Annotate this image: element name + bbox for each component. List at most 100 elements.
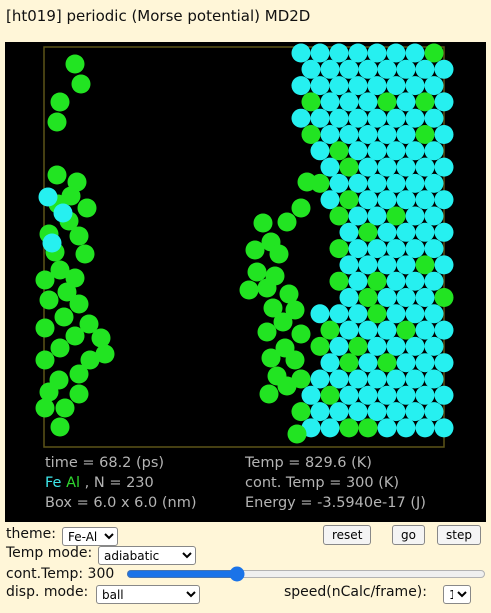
theme-select[interactable]: Fe-Al bbox=[62, 527, 118, 546]
fe-atom bbox=[301, 385, 321, 405]
fe-atom bbox=[434, 125, 454, 144]
al-atom bbox=[79, 314, 99, 334]
fe-atom bbox=[377, 385, 397, 405]
al-atom bbox=[247, 262, 267, 282]
fe-atom bbox=[424, 402, 444, 422]
fe-atom bbox=[348, 173, 368, 193]
al-atom bbox=[273, 312, 293, 332]
legend-fe: Fe bbox=[45, 475, 62, 491]
al-atom bbox=[259, 384, 279, 404]
fe-atom bbox=[434, 320, 454, 340]
fe-atom bbox=[291, 108, 311, 128]
fe-atom bbox=[348, 402, 368, 422]
al-atom bbox=[50, 92, 70, 112]
al-atom bbox=[291, 198, 311, 218]
fe-atom bbox=[329, 402, 349, 422]
speed-select[interactable]: 1 bbox=[443, 585, 471, 604]
legend-separator: , bbox=[84, 475, 90, 491]
fe-atom bbox=[405, 336, 425, 356]
al-atom bbox=[239, 280, 259, 300]
fe-atom bbox=[386, 336, 406, 356]
al-atom bbox=[47, 112, 67, 132]
al-atom bbox=[287, 424, 307, 444]
fe-atom bbox=[415, 59, 435, 79]
al-atom bbox=[69, 294, 89, 314]
fe-atom bbox=[377, 255, 397, 275]
particle-field bbox=[35, 43, 454, 448]
fe-atom bbox=[310, 369, 330, 389]
fe-atom bbox=[424, 206, 444, 226]
fe-atom bbox=[396, 59, 416, 79]
fe-atom bbox=[405, 402, 425, 422]
fe-atom bbox=[424, 173, 444, 193]
step-button[interactable]: step bbox=[437, 525, 481, 545]
fe-atom bbox=[367, 336, 387, 356]
fe-atom bbox=[386, 141, 406, 161]
cont-temp-slider[interactable] bbox=[126, 566, 486, 582]
fe-atom bbox=[339, 125, 359, 144]
fe-atom bbox=[396, 157, 416, 177]
fe-atom bbox=[415, 157, 435, 177]
fe-atom bbox=[348, 206, 368, 226]
al-atom bbox=[77, 198, 97, 218]
fe-atom bbox=[339, 320, 359, 340]
fe-atom bbox=[415, 222, 435, 242]
fe-atom bbox=[329, 336, 349, 356]
fe-atom bbox=[434, 190, 454, 210]
fe-atom bbox=[386, 369, 406, 389]
fe-atom bbox=[405, 304, 425, 324]
al-atom bbox=[285, 350, 305, 370]
fe-atom bbox=[348, 141, 368, 161]
control-temp-readout: cont. Temp = 300 (K) bbox=[245, 475, 400, 491]
energy-readout: Energy = -3.5940e-17 (J) bbox=[245, 495, 426, 511]
fe-atom bbox=[348, 304, 368, 324]
al-atom bbox=[245, 240, 265, 260]
al-atom bbox=[297, 172, 317, 192]
fe-atom bbox=[358, 92, 378, 112]
fe-atom bbox=[329, 76, 349, 96]
fe-atom bbox=[358, 255, 378, 275]
fe-atom bbox=[415, 288, 435, 307]
fe-atom bbox=[396, 418, 416, 438]
fe-atom bbox=[38, 187, 58, 207]
reset-button[interactable]: reset bbox=[323, 525, 372, 545]
fe-atom bbox=[434, 418, 454, 438]
al-atom bbox=[320, 320, 340, 340]
al-atom bbox=[253, 213, 273, 233]
al-atom bbox=[415, 255, 435, 275]
temp-mode-label: Temp mode: bbox=[6, 545, 93, 561]
go-button[interactable]: go bbox=[392, 525, 425, 545]
disp-mode-select[interactable]: ball bbox=[96, 585, 200, 604]
al-atom bbox=[55, 398, 75, 418]
fe-atom bbox=[396, 92, 416, 112]
fe-atom bbox=[424, 369, 444, 389]
fe-atom bbox=[367, 108, 387, 128]
fe-atom bbox=[386, 43, 406, 63]
fe-atom bbox=[405, 369, 425, 389]
al-atom bbox=[69, 384, 89, 404]
fe-atom bbox=[434, 222, 454, 242]
fe-atom bbox=[329, 304, 349, 324]
al-atom bbox=[65, 326, 85, 346]
fe-atom bbox=[367, 141, 387, 161]
fe-atom bbox=[396, 255, 416, 275]
al-atom bbox=[339, 353, 359, 373]
al-atom bbox=[358, 418, 378, 438]
al-atom bbox=[50, 338, 70, 358]
fe-atom bbox=[339, 222, 359, 242]
fe-atom bbox=[310, 141, 330, 161]
fe-atom bbox=[53, 203, 73, 223]
fe-atom bbox=[424, 141, 444, 161]
al-atom bbox=[35, 270, 55, 290]
al-atom bbox=[65, 268, 85, 288]
fe-atom bbox=[358, 320, 378, 340]
temperature-readout: Temp = 829.6 (K) bbox=[245, 455, 372, 471]
al-atom bbox=[39, 382, 59, 402]
al-atom bbox=[257, 278, 277, 298]
fe-atom bbox=[424, 304, 444, 324]
box-size-readout: Box = 6.0 x 6.0 (nm) bbox=[45, 495, 197, 511]
temp-mode-select[interactable]: adiabatic bbox=[98, 546, 196, 565]
fe-atom bbox=[348, 43, 368, 63]
fe-atom bbox=[405, 173, 425, 193]
fe-atom bbox=[367, 76, 387, 96]
